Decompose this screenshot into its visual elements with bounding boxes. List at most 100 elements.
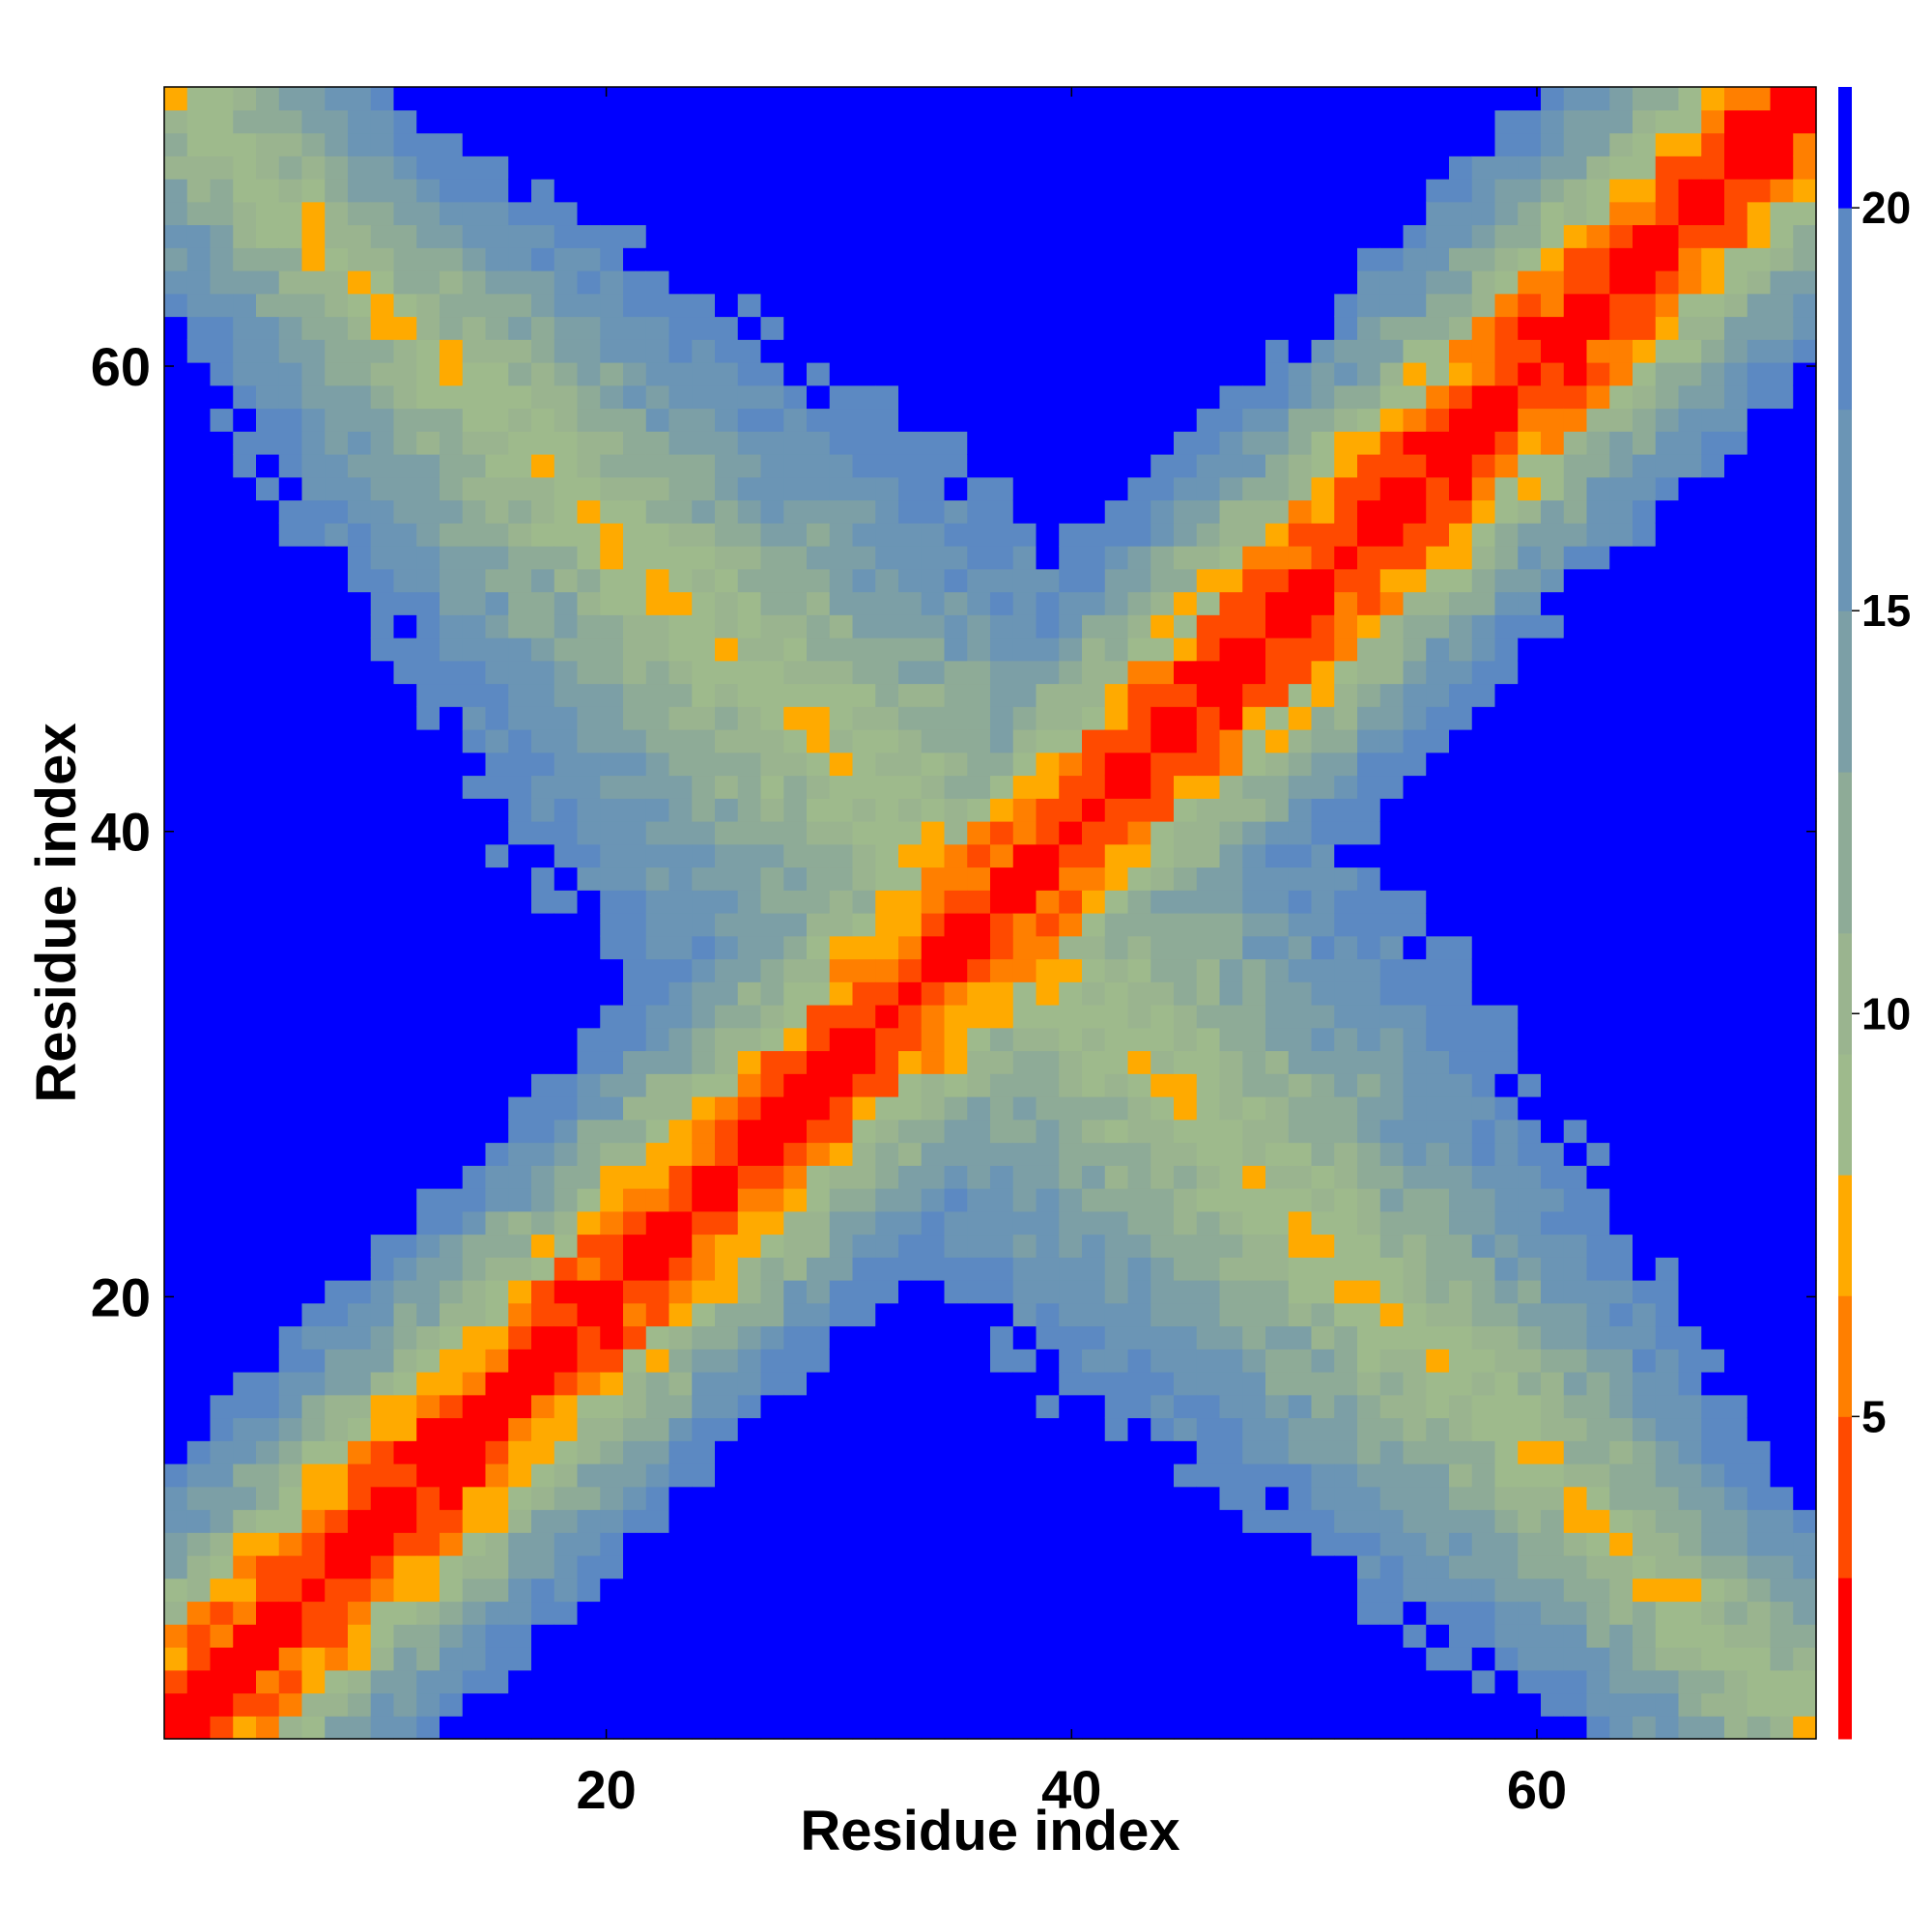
heatmap-cell (210, 1692, 234, 1717)
heatmap-cell (1059, 1716, 1083, 1740)
heatmap-cell (1518, 224, 1542, 248)
heatmap-cell (990, 1027, 1014, 1052)
heatmap-cell (1174, 1005, 1198, 1029)
heatmap-cell (485, 316, 509, 340)
heatmap-cell (186, 179, 212, 203)
heatmap-cell (370, 1165, 395, 1189)
heatmap-cell (1449, 775, 1473, 799)
heatmap-cell (1449, 499, 1473, 524)
heatmap-cell (600, 247, 624, 271)
heatmap-cell (1311, 339, 1335, 363)
heatmap-cell (1586, 408, 1610, 432)
heatmap-cell (737, 156, 762, 180)
heatmap-cell (944, 1165, 968, 1189)
heatmap-cell (1082, 1624, 1106, 1648)
heatmap-cell (233, 1440, 257, 1464)
heatmap-cell (623, 1463, 647, 1488)
heatmap-cell (1334, 1532, 1358, 1556)
heatmap-cell (807, 752, 831, 777)
heatmap-cell (256, 546, 280, 570)
heatmap-cell (1678, 476, 1702, 501)
heatmap-cell (164, 1394, 188, 1419)
heatmap-cell (440, 1601, 464, 1625)
heatmap-cell (1678, 683, 1702, 707)
heatmap-cell (440, 752, 464, 777)
heatmap-cell (416, 1325, 440, 1350)
heatmap-cell (1174, 1486, 1198, 1511)
heatmap-cell (829, 316, 854, 340)
heatmap-cell (1494, 1463, 1519, 1488)
heatmap-cell (1219, 1555, 1243, 1579)
heatmap-cell (852, 867, 876, 891)
heatmap-cell (623, 1532, 647, 1556)
heatmap-cell (301, 1302, 326, 1327)
heatmap-cell (737, 683, 762, 707)
heatmap-cell (623, 614, 647, 639)
heatmap-cell (600, 499, 624, 524)
heatmap-cell (1563, 890, 1588, 914)
heatmap-cell (760, 660, 784, 685)
heatmap-cell (1379, 638, 1405, 662)
heatmap-cell (1036, 1440, 1060, 1464)
heatmap-cell (1678, 1027, 1702, 1052)
heatmap-cell (921, 1005, 946, 1029)
heatmap-cell (462, 706, 487, 730)
heatmap-cell (1311, 1188, 1335, 1212)
heatmap-cell (440, 1188, 464, 1212)
heatmap-cell (210, 1349, 234, 1373)
heatmap-cell (462, 339, 487, 363)
heatmap-cell (1449, 362, 1473, 386)
heatmap-cell (668, 1050, 693, 1074)
heatmap-cell (1036, 1692, 1060, 1717)
heatmap-cell (1494, 1096, 1519, 1121)
heatmap-cell (1678, 798, 1702, 822)
heatmap-cell (944, 546, 968, 570)
heatmap-cell (1403, 890, 1427, 914)
heatmap-cell (440, 1302, 464, 1327)
heatmap-cell (898, 729, 923, 753)
heatmap-cell (1494, 247, 1519, 271)
heatmap-cell (1242, 454, 1266, 478)
heatmap-cell (393, 867, 417, 891)
heatmap-cell (485, 1349, 509, 1373)
heatmap-cell (1494, 87, 1519, 111)
heatmap-cell (668, 958, 693, 982)
heatmap-cell (1541, 935, 1565, 960)
heatmap-cell (898, 1096, 923, 1121)
heatmap-cell (1541, 981, 1565, 1006)
heatmap-cell (1747, 1555, 1772, 1579)
heatmap-cell (783, 798, 808, 822)
heatmap-cell (233, 890, 257, 914)
heatmap-cell (990, 913, 1014, 937)
heatmap-cell (1403, 1302, 1427, 1327)
heatmap-cell (1059, 1349, 1083, 1373)
heatmap-cell (1747, 1463, 1772, 1488)
heatmap-cell (1059, 660, 1083, 685)
heatmap-cell (1678, 1325, 1702, 1350)
heatmap-cell (485, 1440, 509, 1464)
heatmap-cell (875, 1096, 899, 1121)
heatmap-cell (921, 408, 946, 432)
heatmap-cell (1059, 798, 1083, 822)
heatmap-cell (990, 1601, 1014, 1625)
heatmap-cell (164, 1440, 188, 1464)
heatmap-cell (301, 156, 326, 180)
heatmap-cell (1655, 1096, 1680, 1121)
heatmap-cell (898, 1119, 923, 1144)
heatmap-cell (807, 1096, 831, 1121)
heatmap-cell (990, 523, 1014, 547)
heatmap-cell (1449, 247, 1473, 271)
heatmap-cell (577, 1716, 601, 1740)
heatmap-cell (1127, 591, 1151, 615)
heatmap-cell (485, 1257, 509, 1281)
heatmap-cell (600, 660, 624, 685)
heatmap-cell (715, 1188, 739, 1212)
heatmap-cell (301, 1073, 326, 1097)
heatmap-cell (577, 683, 601, 707)
heatmap-cell (1541, 798, 1565, 822)
heatmap-cell (1563, 224, 1588, 248)
heatmap-cell (1082, 1394, 1106, 1419)
heatmap-cell (233, 821, 257, 845)
heatmap-cell (715, 316, 739, 340)
heatmap-cell (440, 454, 464, 478)
